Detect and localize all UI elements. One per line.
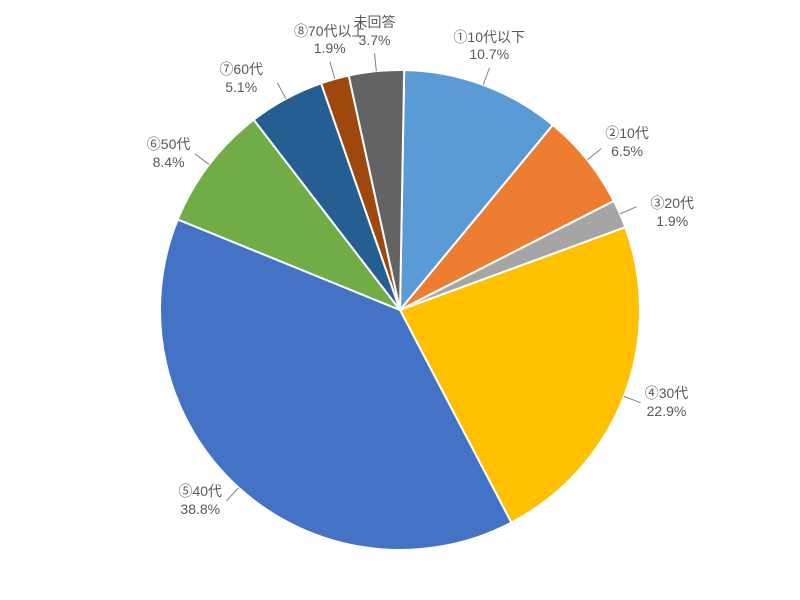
leader-line <box>375 53 377 71</box>
leader-line <box>226 488 238 501</box>
leader-line <box>483 68 489 85</box>
pie-svg <box>0 0 800 600</box>
pie-chart: ①10代以下10.7%②10代6.5%③20代1.9%④30代22.9%⑤40代… <box>0 0 800 600</box>
leader-line <box>624 396 641 402</box>
leader-line <box>277 83 286 99</box>
leader-line <box>330 62 335 79</box>
leader-line <box>587 149 601 160</box>
leader-line <box>195 154 209 165</box>
leader-line <box>620 207 636 214</box>
